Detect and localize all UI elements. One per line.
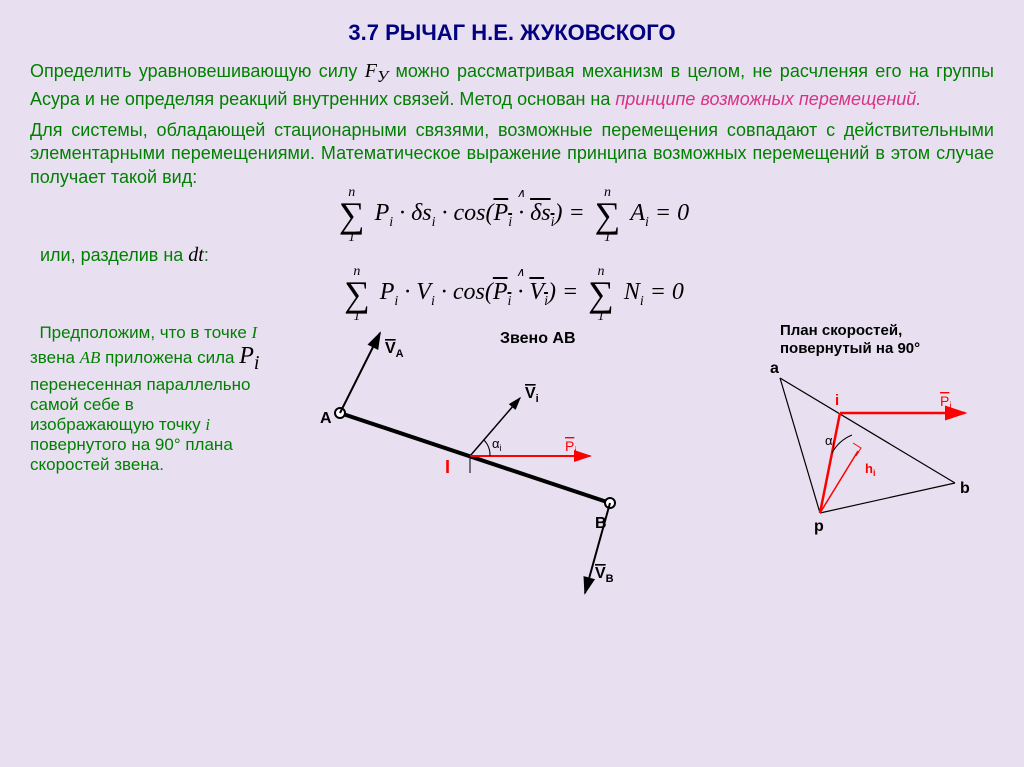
label-hi: hi: [865, 461, 875, 478]
d1-title: Звено AB: [500, 330, 576, 347]
label-VB: VB: [595, 565, 614, 585]
d2-title-l1: План скоростей,: [780, 322, 902, 339]
p1-text-a: Определить уравновешивающую силу: [30, 61, 365, 81]
d2-title-l2: повернутый на 90°: [780, 340, 920, 357]
paragraph-3: Предположим, что в точке I звена АВ прил…: [30, 323, 260, 628]
p1-text-c: принципе возможных перемещений.: [615, 89, 921, 109]
label-I: I: [445, 457, 450, 477]
label-A: A: [320, 410, 332, 427]
label-Vi: Vi: [525, 385, 539, 405]
label-Pi-d2: Pi: [940, 393, 952, 412]
label-i: i: [835, 392, 839, 409]
label-a: a: [770, 360, 779, 377]
diagrams-container: Звено AB A B VA VB I Vi Pi: [270, 323, 994, 628]
label-Pi-d1: Pi: [565, 438, 577, 457]
label-alpha-d2: αi: [825, 433, 835, 450]
label-p: p: [814, 518, 824, 535]
paragraph-2: Для системы, обладающей стационарными св…: [30, 119, 994, 189]
formula-1: n∑1 Pi · δsi · cos(Pi · δsi) = n∑1 Ai = …: [30, 197, 994, 234]
dt-symbol: dt: [188, 244, 204, 266]
page-title: 3.7 РЫЧАГ Н.Е. ЖУКОВСКОГО: [30, 20, 994, 46]
paragraph-1: Определить уравновешивающую силу FУ можн…: [30, 58, 994, 111]
eq-or-line: или, разделив на dt:: [40, 242, 994, 268]
or-text: или, разделив на: [40, 245, 188, 265]
link-ab-diagram: Звено AB A B VA VB I Vi Pi: [270, 323, 990, 623]
formula-2: n∑1 Pi · Vi · cos(Pi · Vi) = n∑1 Ni = 0: [30, 276, 994, 313]
label-alpha-d1: αi: [492, 436, 502, 453]
label-b: b: [960, 480, 970, 497]
fy-symbol: FУ: [365, 60, 388, 82]
label-VA: VA: [385, 340, 404, 360]
